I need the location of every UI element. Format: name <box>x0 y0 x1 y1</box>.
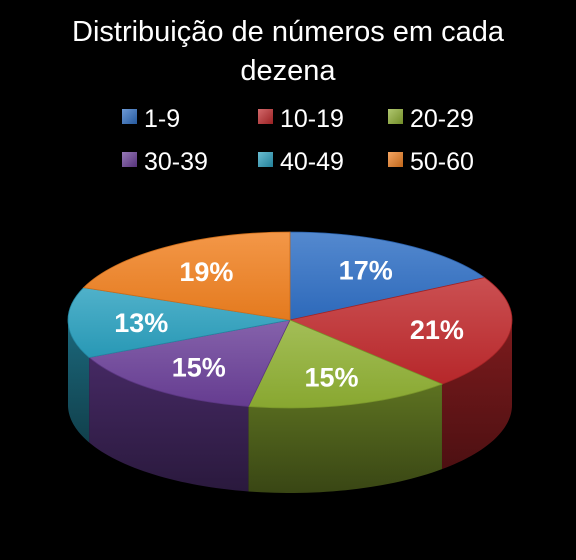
pie-sides <box>68 320 512 493</box>
data-label-1-9: 17% <box>339 255 393 285</box>
legend-item-30-39: 30-39 <box>122 148 208 176</box>
pie-slice-10-19 <box>288 277 513 385</box>
pie-labels: 17%21%15%15%13%19% <box>114 255 464 392</box>
chart-title-line-1: Distribuição de números em cada <box>72 16 505 48</box>
legend-label: 40-49 <box>280 148 344 176</box>
legend-swatch <box>388 152 403 167</box>
chart-legend: 1-9 10-19 20-29 30-39 40-49 50-60 <box>122 105 474 176</box>
legend-item-10-19: 10-19 <box>258 105 344 133</box>
pie-slice-1-9 <box>289 231 486 321</box>
legend-label: 10-19 <box>280 105 344 133</box>
legend-label: 1-9 <box>144 105 180 133</box>
chart-title-line-2: dezena <box>240 55 336 87</box>
legend-swatch <box>258 109 273 124</box>
legend-item-20-29: 20-29 <box>388 105 474 133</box>
pie-side-40-49 <box>68 320 90 443</box>
legend-swatch <box>258 152 273 167</box>
pie-slice-40-49 <box>67 287 291 358</box>
legend-item-50-60: 50-60 <box>388 148 474 176</box>
legend-item-1-9: 1-9 <box>122 105 180 133</box>
pie-side-20-29 <box>248 384 442 493</box>
data-label-30-39: 15% <box>172 353 226 383</box>
pie-slice-50-60 <box>82 231 291 321</box>
pie-slice-30-39 <box>88 319 291 407</box>
pie-side-10-19 <box>441 320 512 470</box>
pie-plot: 17%21%15%15%13%19% <box>67 231 513 493</box>
legend-item-40-49: 40-49 <box>258 148 344 176</box>
pie-tops <box>67 231 513 409</box>
chart-title: Distribuição de números em cada dezena <box>72 16 505 87</box>
data-label-50-60: 19% <box>179 257 233 287</box>
pie-side-30-39 <box>89 357 249 492</box>
legend-swatch <box>122 109 137 124</box>
legend-label: 20-29 <box>410 105 474 133</box>
legend-label: 50-60 <box>410 148 474 176</box>
legend-label: 30-39 <box>144 148 208 176</box>
legend-swatch <box>122 152 137 167</box>
data-label-40-49: 13% <box>114 308 168 338</box>
data-label-10-19: 21% <box>410 315 464 345</box>
pie-slice-20-29 <box>247 319 444 409</box>
legend-swatch <box>388 109 403 124</box>
data-label-20-29: 15% <box>304 363 358 393</box>
